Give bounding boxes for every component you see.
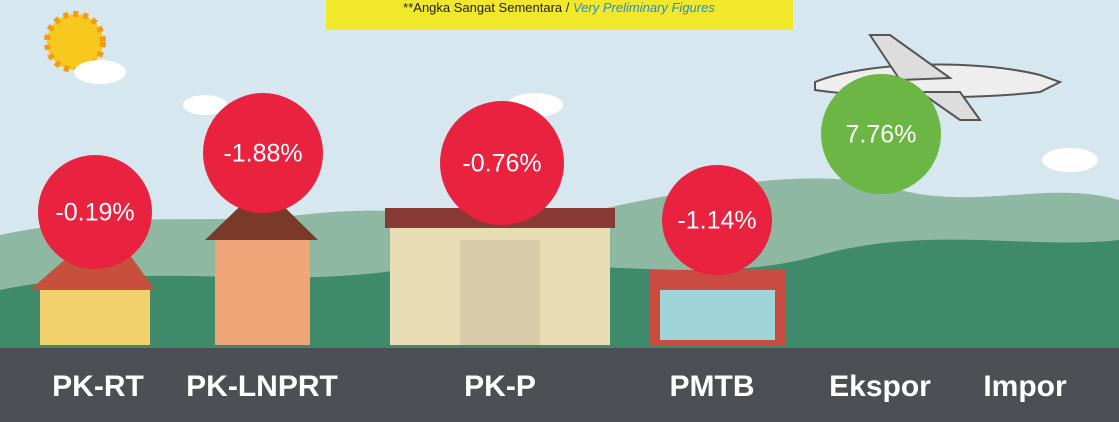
portico <box>460 240 540 345</box>
note: **Angka Sangat Sementara / Very Prelimin… <box>403 0 715 15</box>
cafe-pmtb <box>650 270 785 345</box>
note-text: **Angka Sangat Sementara / <box>403 0 573 15</box>
item-label: PK-LNPRT <box>186 370 338 403</box>
building-pkp <box>385 208 615 345</box>
item-label: PMTB <box>670 370 755 403</box>
cloud <box>74 60 126 84</box>
infographic: **Angka Sangat Sementara / Very Prelimin… <box>0 0 1119 422</box>
item-label: Impor <box>983 370 1067 403</box>
value-label: -0.76% <box>462 150 541 178</box>
item-label: Ekspor <box>829 370 931 403</box>
window <box>660 290 775 340</box>
wall <box>40 285 150 345</box>
item-label: PK-P <box>464 370 536 403</box>
page: **Angka Sangat Sementara / Very Prelimin… <box>0 0 1119 422</box>
note-emphasis: Very Preliminary Figures <box>573 0 715 15</box>
value-label: -0.19% <box>55 199 134 227</box>
cloud <box>1042 148 1098 172</box>
wall <box>215 235 310 345</box>
label-band <box>0 348 1119 422</box>
value-label: 7.76% <box>846 121 917 149</box>
value-label: -1.14% <box>677 207 756 235</box>
value-label: -1.88% <box>223 140 302 168</box>
item-label: PK-RT <box>52 370 144 403</box>
